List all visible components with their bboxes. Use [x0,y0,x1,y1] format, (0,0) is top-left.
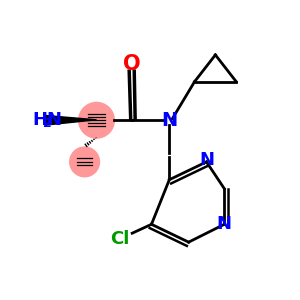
Circle shape [79,102,114,138]
Text: N: N [47,111,62,129]
Text: H: H [32,111,47,129]
Text: Cl: Cl [111,230,130,248]
Text: 2: 2 [43,117,52,130]
Text: N: N [217,215,232,233]
Polygon shape [46,116,97,125]
Text: O: O [123,54,141,74]
Text: N: N [161,111,177,130]
Circle shape [70,147,100,177]
Text: N: N [199,152,214,169]
